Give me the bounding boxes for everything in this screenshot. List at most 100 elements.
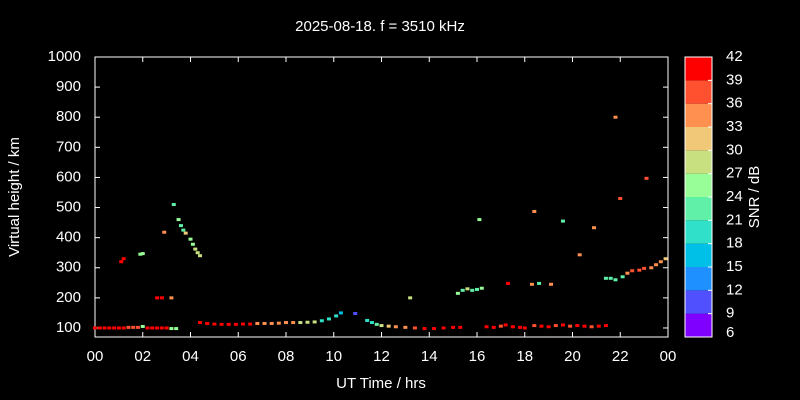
echo-point	[613, 115, 618, 119]
x-tick-label: 14	[421, 348, 438, 365]
echo-point	[312, 320, 317, 324]
echo-point	[498, 324, 503, 328]
echo-point	[269, 321, 274, 325]
echo-point	[195, 251, 200, 255]
echo-point	[560, 219, 565, 223]
echo-point	[458, 325, 463, 329]
echo-point	[393, 325, 398, 329]
echo-point	[121, 326, 126, 330]
echo-point	[233, 322, 238, 326]
echo-point	[603, 324, 608, 328]
echo-point	[155, 296, 160, 300]
echo-point	[575, 324, 580, 328]
x-tick-label: 16	[469, 348, 486, 365]
echo-point	[131, 325, 136, 329]
echo-point	[353, 312, 358, 316]
colorbar-bin	[685, 173, 712, 197]
echo-point	[408, 296, 413, 300]
echo-point	[135, 325, 140, 329]
echo-point	[484, 325, 489, 329]
colorbar-tick-label: 30	[726, 141, 743, 158]
x-tick-label: 18	[516, 348, 533, 365]
echo-point	[374, 322, 379, 326]
echo-point	[97, 326, 102, 330]
colorbar-tick-label: 36	[726, 95, 743, 112]
echo-point	[107, 326, 112, 330]
plot-frame	[94, 56, 669, 338]
y-tick-label: 700	[56, 138, 81, 155]
x-tick-label: 12	[373, 348, 390, 365]
colorbar-tick-label: 9	[726, 305, 734, 322]
echo-point	[517, 325, 522, 329]
x-tick-label: 08	[278, 348, 295, 365]
echo-point	[608, 276, 613, 280]
echo-point	[568, 324, 573, 328]
echo-point	[262, 321, 267, 325]
echo-point	[539, 324, 544, 328]
echo-point	[188, 237, 193, 241]
echo-point	[140, 252, 145, 256]
colorbar-tick-label: 12	[726, 281, 743, 298]
echo-point	[305, 320, 310, 324]
echo-point	[522, 326, 527, 330]
echo-point	[319, 319, 324, 323]
colorbar-tick-label: 24	[726, 188, 743, 205]
echo-point	[126, 325, 131, 329]
echo-point	[334, 314, 339, 318]
colorbar-bin	[685, 80, 712, 104]
x-tick-label: 00	[87, 348, 104, 365]
echo-point	[654, 263, 659, 267]
echo-point	[365, 318, 370, 322]
echo-point	[412, 326, 417, 330]
x-tick-label: 20	[564, 348, 581, 365]
echo-point	[553, 324, 558, 328]
y-tick-label: 300	[56, 259, 81, 276]
x-tick-label: 06	[230, 348, 247, 365]
echo-point	[284, 321, 288, 325]
echo-point	[455, 291, 460, 295]
echo-point	[190, 242, 195, 246]
echo-point	[663, 257, 668, 261]
x-tick-label: 22	[612, 348, 629, 365]
echo-point	[112, 326, 117, 330]
echo-point	[171, 203, 176, 207]
echo-point	[226, 322, 231, 326]
echo-point	[532, 324, 537, 328]
y-tick-label: 100	[56, 319, 81, 336]
echo-point	[379, 324, 384, 328]
echo-point	[241, 322, 246, 326]
echo-point	[326, 317, 331, 321]
colorbar-bin	[685, 267, 712, 291]
x-tick-label: 10	[325, 348, 342, 365]
echo-point	[603, 276, 608, 280]
echo-point	[369, 321, 374, 325]
echo-point	[140, 324, 145, 328]
echo-point	[338, 311, 343, 315]
echo-point	[625, 271, 630, 275]
colorbar-bin	[685, 220, 712, 244]
echo-point	[403, 325, 408, 329]
colorbar-bin	[685, 127, 712, 151]
colorbar-label: SNR / dB	[746, 166, 763, 229]
echo-point	[549, 282, 554, 286]
echo-point	[642, 266, 647, 270]
x-axis-label: UT Time / hrs	[336, 375, 426, 392]
echo-point	[451, 325, 456, 329]
colorbar-tick-label: 6	[726, 324, 734, 341]
echo-point	[506, 281, 511, 285]
echo-point	[510, 325, 515, 329]
echo-point	[121, 257, 126, 261]
echo-point	[102, 326, 107, 330]
echo-point	[298, 321, 303, 325]
echo-point	[637, 268, 642, 272]
colorbar-tick-label: 33	[726, 118, 743, 135]
echo-point	[212, 322, 217, 326]
echo-point	[181, 228, 186, 232]
echo-point	[658, 260, 663, 264]
echo-point	[255, 321, 260, 325]
echo-point	[169, 296, 174, 300]
colorbar-tick-label: 21	[726, 211, 743, 228]
echo-point	[475, 287, 479, 291]
colorbar-tick-label: 15	[726, 258, 743, 275]
